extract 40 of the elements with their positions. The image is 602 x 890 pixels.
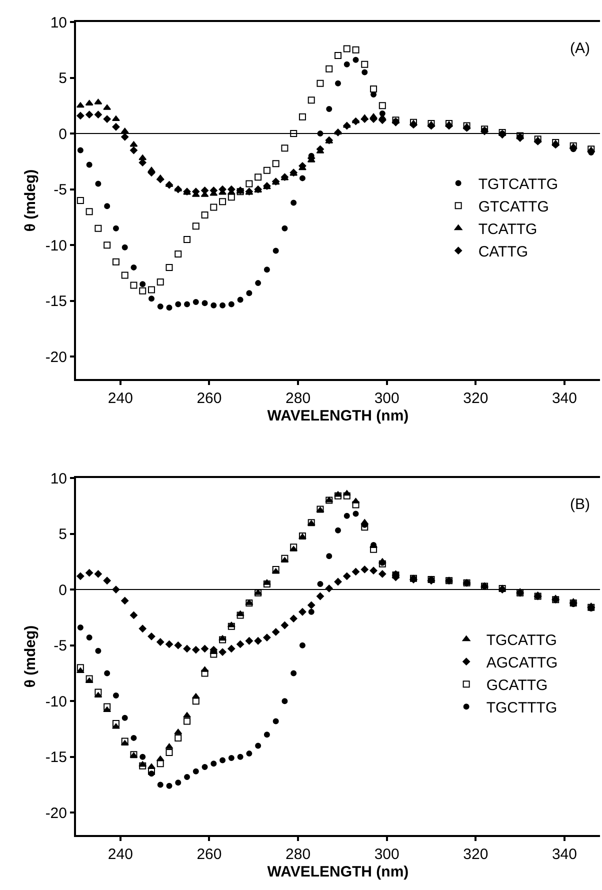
y-tick-label: -10 xyxy=(45,237,67,254)
y-tick-label: -20 xyxy=(45,804,67,822)
x-tick-label: 260 xyxy=(196,846,222,863)
y-tick-label: -20 xyxy=(45,348,67,366)
legend-label: TCATTG xyxy=(478,220,538,238)
x-tick-label: 260 xyxy=(196,390,222,407)
legend-label: TGCTTTG xyxy=(486,699,558,716)
legend-label: CATTG xyxy=(478,243,528,260)
y-tick-label: -5 xyxy=(54,182,67,199)
y-tick-label: -10 xyxy=(45,693,67,710)
y-axis-title: θ (mdeg) xyxy=(22,169,40,232)
y-tick-label: 10 xyxy=(50,14,67,32)
y-tick-label: 5 xyxy=(58,526,67,544)
x-tick-label: 320 xyxy=(463,846,488,863)
x-tick-label: 280 xyxy=(286,390,311,407)
x-tick-label: 340 xyxy=(552,390,577,407)
y-axis-title: θ (mdeg) xyxy=(22,625,40,688)
x-tick-label: 280 xyxy=(286,846,311,863)
x-tick-label: 320 xyxy=(463,390,488,407)
legend-label: GTCATTG xyxy=(478,198,549,216)
x-tick-label: 240 xyxy=(108,846,133,863)
annotation: (A) xyxy=(570,40,590,57)
y-tick-label: 0 xyxy=(58,582,67,599)
y-tick-label: 5 xyxy=(58,70,67,88)
legend-label: TGCATTG xyxy=(486,632,557,649)
y-tick-label: -5 xyxy=(54,638,67,655)
y-tick-label: -15 xyxy=(45,293,67,310)
x-tick-label: 300 xyxy=(374,846,400,863)
legend-label: GCATTG xyxy=(486,676,548,694)
y-tick-label: -15 xyxy=(45,749,67,766)
x-axis-title: WAVELENGTH (nm) xyxy=(267,408,409,424)
y-tick-label: 0 xyxy=(58,126,67,143)
x-axis-title: WAVELENGTH (nm) xyxy=(267,864,409,880)
legend-label: AGCATTG xyxy=(486,654,558,672)
x-tick-label: 300 xyxy=(374,390,400,407)
x-tick-label: 340 xyxy=(552,846,577,863)
x-tick-label: 240 xyxy=(108,390,133,407)
y-tick-label: 10 xyxy=(50,470,67,488)
annotation: (B) xyxy=(570,496,590,513)
legend-label: TGTCATTG xyxy=(478,176,558,193)
